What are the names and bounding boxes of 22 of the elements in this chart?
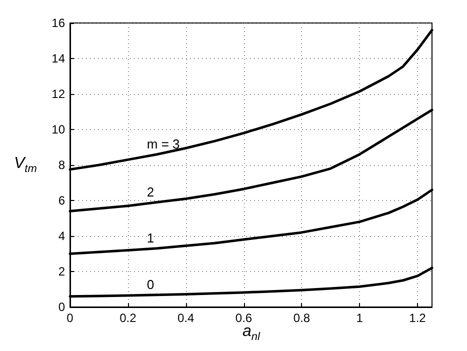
series-label: 0 <box>146 276 154 292</box>
y-tick-label: 12 <box>52 87 66 101</box>
x-tick-label: 1 <box>356 311 364 325</box>
x-tick-label: 0.4 <box>177 311 195 325</box>
x-tick-label: 0.8 <box>293 311 310 325</box>
y-axis-title: V$_{tm}$ <box>14 155 37 176</box>
series-label: 1 <box>146 230 154 246</box>
x-axis-title: a$_{nl}$ <box>242 323 260 344</box>
y-tick-label: 14 <box>52 52 66 66</box>
y-tick-label: 6 <box>58 194 66 208</box>
x-tick-label: 0 <box>66 311 74 325</box>
x-tick-label: 0.2 <box>120 311 137 325</box>
y-tick-label: 8 <box>58 158 66 172</box>
y-tick-label: 16 <box>52 16 66 30</box>
x-tick-label: 1.2 <box>409 311 426 325</box>
series-label: 2 <box>146 184 154 200</box>
y-tick-label: 10 <box>52 122 66 136</box>
y-tick-label: 4 <box>58 229 66 243</box>
y-tick-label: 2 <box>58 264 66 278</box>
x-tick-label: 0.6 <box>235 311 252 325</box>
series-label: m = 3 <box>146 136 180 152</box>
y-tick-label: 0 <box>58 300 66 314</box>
